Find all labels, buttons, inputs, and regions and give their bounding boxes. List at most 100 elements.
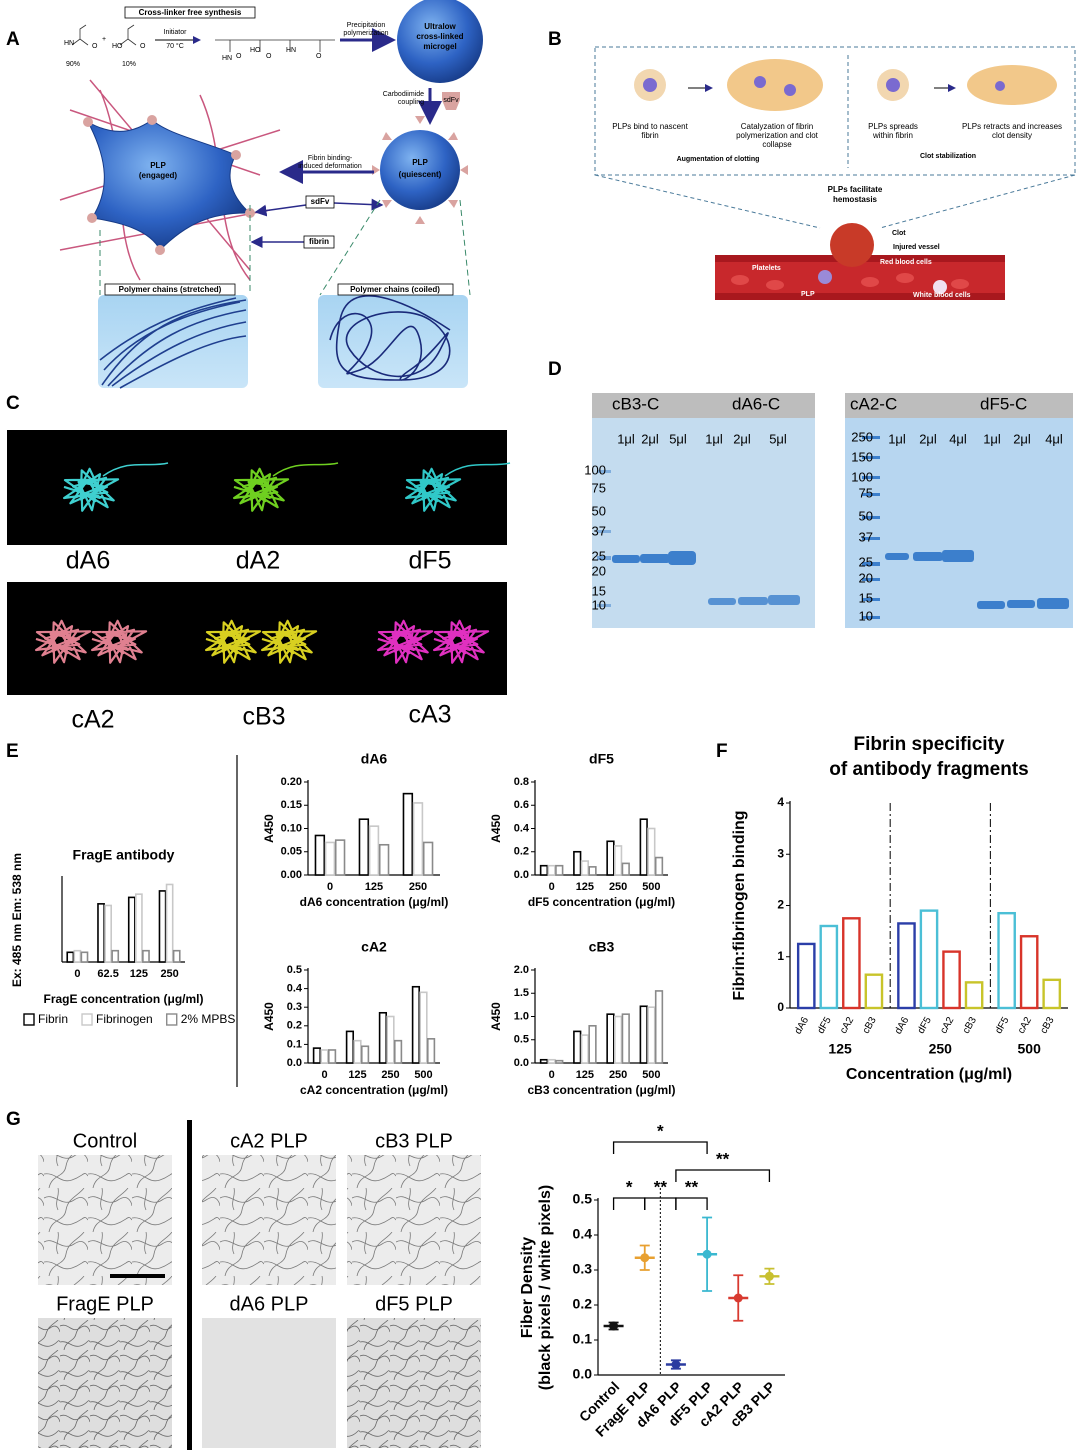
ellipse	[766, 280, 784, 290]
bar	[324, 841, 336, 876]
ribbon	[205, 619, 262, 664]
synthesis-title: Cross-linker free synthesis	[139, 8, 242, 17]
lane-label: 1μl	[705, 431, 723, 446]
circle	[147, 115, 157, 125]
panel-d: cB3-C dA6-C cA2-C dF5-C 1μl 2μl 5μl 1μl 2μl 5…	[584, 393, 1073, 628]
x-tick-label: 250	[609, 1069, 627, 1081]
panel-letter: E	[6, 741, 19, 762]
bar	[1019, 935, 1039, 1010]
image-label: cB3 PLP	[375, 1130, 453, 1152]
chart-title: cA2	[361, 939, 387, 955]
x-tick-label: 500	[414, 1069, 432, 1081]
atom: O	[236, 53, 242, 60]
label-box	[303, 235, 335, 249]
rect	[862, 537, 880, 540]
bar	[539, 864, 549, 876]
gel-header-text: cA2-C	[850, 394, 897, 413]
marker-label: 250	[851, 429, 873, 444]
micrograph	[38, 1155, 172, 1285]
rect	[862, 562, 880, 566]
label-box	[104, 283, 236, 296]
plp-label: (engaged)	[139, 171, 178, 180]
sdfv: sdFv	[443, 97, 459, 104]
significance-bracket	[675, 1169, 771, 1182]
microgel	[397, 0, 483, 83]
panel-g: Control FragE PLP cA2 PLP cB3 PLP dA6 PLP dF5…	[38, 1120, 481, 1450]
plp-engaged	[86, 119, 252, 251]
atom: O	[92, 43, 98, 50]
label-box	[124, 6, 256, 19]
y-axis-label: A450	[262, 814, 276, 843]
gel-bands	[597, 436, 1069, 619]
bar	[135, 893, 143, 963]
cells	[731, 273, 969, 290]
x-tick-label: dF5	[993, 1015, 1011, 1036]
legend-label: Fibrin	[38, 1012, 68, 1026]
marker-label: 37	[592, 523, 606, 538]
bar	[320, 1049, 329, 1064]
x-axis-label: dF5 concentration (μg/ml)	[528, 895, 675, 909]
x-axis-label: cA2 concentration (μg/ml)	[300, 1083, 448, 1097]
ellipse	[731, 275, 749, 285]
plp-cell	[818, 270, 832, 284]
rect	[913, 552, 943, 561]
sdfv-icon	[442, 92, 460, 110]
ribbon-tail	[102, 462, 169, 477]
rect	[597, 604, 611, 607]
gel	[845, 393, 1073, 628]
ribbon-tail	[444, 462, 511, 477]
bar	[842, 917, 861, 1010]
precipitation: polymerization	[343, 30, 388, 37]
y-tick-label: 2	[777, 898, 784, 912]
chart-title: dA6	[361, 751, 388, 767]
image-label: cA2 PLP	[230, 1130, 308, 1152]
y-tick-label: 0.1	[287, 1038, 302, 1050]
x-tick-label: 125	[348, 1069, 366, 1081]
rect	[862, 493, 880, 496]
bar	[654, 856, 664, 876]
step: fibrin	[641, 131, 658, 140]
y-tick-label: 1.0	[514, 1010, 529, 1022]
atom: O	[316, 53, 322, 60]
plp-label: (quiescent)	[399, 170, 442, 179]
bar	[345, 1030, 355, 1064]
structure-label: dA6	[66, 547, 110, 575]
bar	[654, 990, 664, 1064]
panel-letter: D	[548, 359, 562, 380]
x-tick-label: 250	[609, 881, 627, 893]
y-tick-label: 0.6	[514, 799, 529, 811]
atom: HN	[64, 40, 74, 47]
panel-letter: B	[548, 29, 562, 50]
rect	[862, 456, 880, 459]
x-tick-label: cB3	[1038, 1015, 1056, 1036]
step: within fibrin	[872, 131, 913, 140]
ribbon-tail	[272, 462, 339, 477]
rect	[1037, 598, 1069, 609]
x-tick-label: 125	[576, 1069, 594, 1081]
x-tick-label: 62.5	[97, 968, 118, 980]
frame	[594, 46, 1076, 176]
bar	[606, 1013, 615, 1064]
bar	[964, 981, 984, 1010]
bar	[312, 1047, 322, 1064]
bar	[547, 864, 556, 876]
circle	[83, 117, 93, 127]
charts: FragE antibody Ex: 485 nm Em: 538 nm FragE…	[10, 734, 1068, 1440]
y-tick-label: 0	[777, 1000, 784, 1014]
rect	[977, 601, 1005, 609]
bar	[613, 845, 623, 876]
bar	[378, 843, 390, 876]
y-tick-label: 0.05	[281, 846, 302, 858]
y-tick-label: 0.10	[281, 822, 302, 834]
temperature: 70 °C	[166, 42, 184, 50]
bar	[334, 839, 346, 876]
chart-title: FragE antibody	[73, 847, 175, 863]
y-tick-label: 0.20	[281, 776, 302, 788]
micrograph	[347, 1155, 481, 1285]
label-box	[337, 283, 454, 296]
circle	[784, 84, 796, 96]
y-tick-label: 0.4	[514, 822, 530, 834]
ribbon	[433, 619, 490, 664]
structure-label: dA2	[236, 547, 280, 575]
image-label: dA6 PLP	[230, 1293, 309, 1315]
